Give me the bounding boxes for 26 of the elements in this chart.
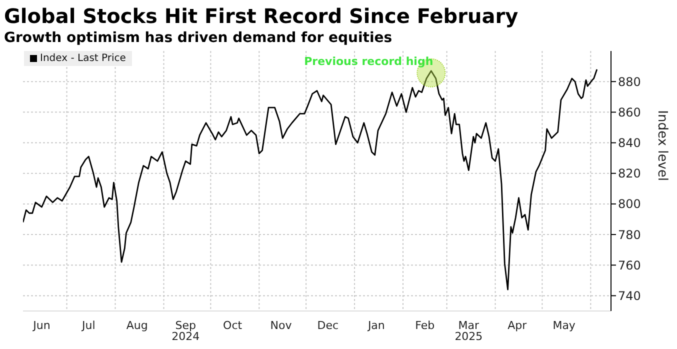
x-tick-label: Feb	[415, 319, 435, 332]
x-tick-label: Aug	[126, 319, 148, 332]
x-tick-label: Dec	[317, 319, 339, 332]
x-tick-label: Nov	[270, 319, 292, 332]
x-tick-label: Jul	[81, 319, 96, 332]
line-series	[23, 68, 598, 290]
y-tick-label: 800	[618, 197, 641, 212]
y-tick-label: 780	[618, 228, 641, 242]
legend-label: Index - Last Price	[39, 53, 126, 64]
y-tick-label: 760	[618, 258, 641, 272]
y-tick-label: 820	[618, 166, 641, 181]
x-tick-label: Mar 2025	[454, 319, 483, 343]
chart-title: Global Stocks Hit First Record Since February	[4, 4, 518, 28]
x-tick-label: Jan	[366, 319, 385, 332]
x-tick-label: Sep 2024	[172, 319, 200, 343]
y-tick-label: 880	[618, 74, 641, 89]
annotation: Previous record high	[304, 54, 434, 68]
chart-subtitle: Growth optimism has driven demand for equities	[4, 30, 392, 46]
x-tick-label: Apr	[508, 319, 528, 332]
x-tick-label: Oct	[223, 319, 243, 332]
x-tick-label: May	[552, 319, 576, 332]
x-tick-label: Jun	[32, 319, 50, 332]
y-axis-title: Index level	[654, 110, 670, 181]
y-tick-label: 740	[618, 288, 641, 303]
y-tick-label: 840	[618, 136, 641, 150]
y-tick-label: 860	[618, 105, 641, 120]
